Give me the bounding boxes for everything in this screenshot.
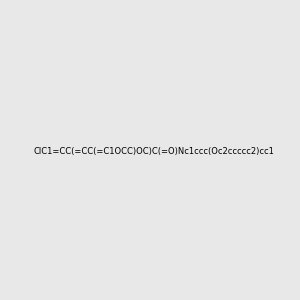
Text: ClC1=CC(=CC(=C1OCC)OC)C(=O)Nc1ccc(Oc2ccccc2)cc1: ClC1=CC(=CC(=C1OCC)OC)C(=O)Nc1ccc(Oc2ccc…: [33, 147, 274, 156]
